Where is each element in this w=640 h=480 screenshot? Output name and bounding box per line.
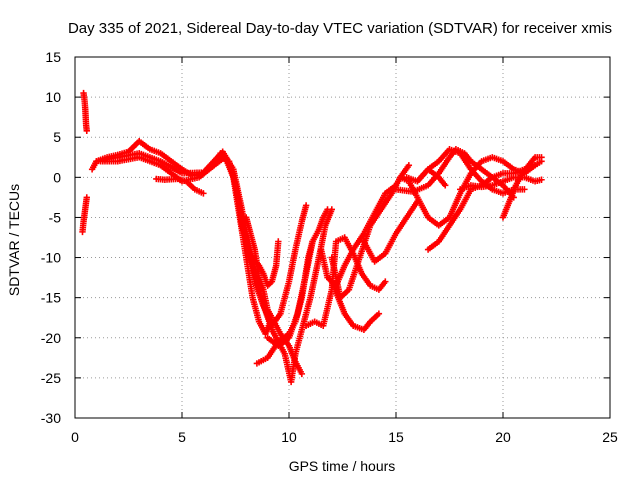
x-tick-label: 10 [281, 429, 297, 445]
series-12 [328, 162, 413, 301]
series-1 [80, 89, 90, 135]
series-6 [153, 175, 207, 197]
data-point [531, 162, 539, 169]
y-tick-label: -5 [49, 209, 62, 225]
series-19 [457, 174, 545, 193]
x-tick-label: 5 [178, 429, 186, 445]
x-axis-label: GPS time / hours [289, 458, 396, 474]
chart-title: Day 335 of 2021, Sidereal Day-to-day VTE… [68, 20, 612, 37]
data-point [382, 278, 389, 285]
y-tick-label: 10 [45, 89, 61, 105]
x-tick-label: 25 [602, 429, 618, 445]
plot-frame [74, 56, 611, 419]
axis-ticks: 0 5 10 15 20 25 15 10 5 0 -5 -10 -15 -20 -25 -30 [41, 49, 618, 445]
data-point [442, 182, 449, 189]
y-tick-label: 0 [53, 169, 61, 185]
x-tick-label: 0 [71, 429, 79, 445]
data-point [521, 186, 528, 193]
data-point [83, 127, 90, 135]
y-tick-label: -10 [41, 250, 61, 266]
series-22 [264, 238, 316, 349]
y-tick-label: -30 [41, 410, 61, 426]
data-point [324, 206, 331, 213]
series-5 [97, 154, 335, 386]
series-21 [403, 166, 449, 189]
series-14 [360, 198, 421, 265]
series-23 [243, 214, 276, 321]
data-point [268, 314, 276, 321]
data-point [83, 194, 90, 201]
data-point [275, 238, 282, 245]
data-point [200, 190, 207, 197]
series-8 [253, 206, 331, 367]
y-tick-label: 5 [53, 129, 61, 145]
y-tick-label: -25 [41, 370, 61, 386]
data-marks [79, 89, 545, 386]
x-tick-label: 20 [495, 429, 511, 445]
data-point [298, 370, 306, 378]
series-2 [79, 194, 90, 236]
y-tick-label: -15 [41, 290, 61, 306]
data-point [538, 154, 545, 161]
x-tick-label: 15 [388, 429, 404, 445]
y-axis-label: SDTVAR / TECUs [6, 184, 22, 296]
series-20 [499, 154, 545, 221]
y-tick-label: 15 [45, 49, 61, 65]
series-7 [225, 158, 282, 289]
data-point [309, 238, 316, 245]
data-point [405, 162, 413, 169]
data-point [302, 202, 310, 209]
series-13 [317, 182, 400, 289]
y-tick-label: -20 [41, 330, 61, 346]
data-point [538, 176, 545, 183]
data-point [375, 310, 383, 317]
